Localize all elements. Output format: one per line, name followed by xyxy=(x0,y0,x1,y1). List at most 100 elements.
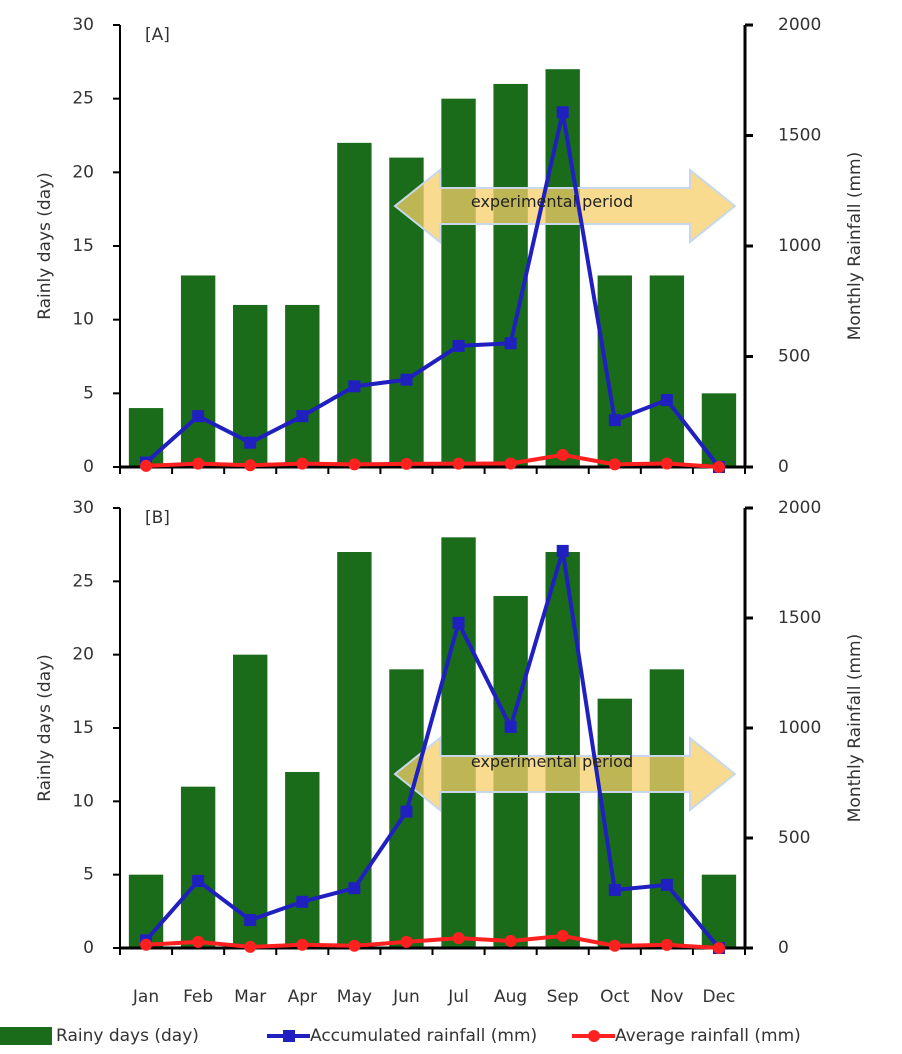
bar xyxy=(285,772,320,948)
marker xyxy=(140,459,153,472)
marker xyxy=(452,457,465,470)
bar xyxy=(441,537,476,948)
bar xyxy=(337,142,372,467)
bar xyxy=(545,69,580,467)
marker xyxy=(556,106,569,119)
bar xyxy=(441,98,476,468)
marker xyxy=(660,457,673,470)
marker xyxy=(504,337,517,350)
y-tick-label: 25 xyxy=(72,89,94,109)
marker xyxy=(244,914,257,927)
marker xyxy=(400,935,413,948)
legend-label: Accumulated rainfall (mm) xyxy=(310,1026,537,1046)
marker xyxy=(556,544,569,557)
marker xyxy=(244,459,257,472)
y2-tick-label: 0 xyxy=(778,457,789,477)
arrow xyxy=(393,167,737,245)
x-tick-label: Dec xyxy=(703,987,736,1007)
y2-tick-label: 500 xyxy=(778,828,810,848)
marker xyxy=(452,932,465,945)
annotation: experimental period xyxy=(470,192,634,211)
x-tick-label: Jul xyxy=(447,987,469,1007)
y-tick-label: 5 xyxy=(83,383,94,403)
marker xyxy=(608,458,621,471)
marker xyxy=(712,942,725,954)
line xyxy=(144,111,721,469)
marker xyxy=(608,414,621,427)
x-tick-label: Sep xyxy=(547,987,579,1007)
y2-tick-label: 1000 xyxy=(778,718,821,738)
y-tick-label: 15 xyxy=(72,718,94,738)
marker xyxy=(452,339,465,352)
x-tick-label: Jan xyxy=(132,987,159,1007)
panel-title: [B] xyxy=(145,508,170,528)
marker xyxy=(400,457,413,470)
y2-tick-label: 1500 xyxy=(778,126,821,146)
marker xyxy=(452,616,465,629)
marker xyxy=(192,410,205,423)
panel-title: [A] xyxy=(145,25,170,45)
marker xyxy=(348,882,361,895)
x-tick-label: Mar xyxy=(234,987,266,1007)
bar xyxy=(701,393,737,467)
y-axis-label: Rainly days (day) xyxy=(35,654,55,802)
marker xyxy=(556,929,569,942)
marker xyxy=(660,394,673,407)
bar xyxy=(180,275,216,467)
marker xyxy=(504,457,517,470)
x-tick-label: Feb xyxy=(183,987,213,1007)
marker xyxy=(348,458,361,471)
x-tick-label: Apr xyxy=(288,987,317,1007)
marker xyxy=(244,436,257,449)
bar xyxy=(337,552,372,948)
arrow xyxy=(393,735,737,813)
x-tick-label: Aug xyxy=(494,987,527,1007)
y2-tick-label: 2000 xyxy=(778,498,821,518)
marker xyxy=(348,380,361,393)
y-tick-label: 25 xyxy=(72,571,94,591)
annotation: experimental period xyxy=(470,752,634,771)
y2-tick-label: 1500 xyxy=(778,608,821,628)
legend-label: Rainy days (day) xyxy=(56,1026,199,1046)
y2-axis-label: Monthly Rainfall (mm) xyxy=(845,152,865,340)
marker xyxy=(296,895,309,908)
y-tick-label: 20 xyxy=(72,645,94,665)
y-tick-label: 20 xyxy=(72,162,94,182)
y-tick-label: 5 xyxy=(83,865,94,885)
bar xyxy=(597,275,632,467)
marker xyxy=(296,938,309,951)
marker xyxy=(556,448,569,461)
marker xyxy=(400,805,413,818)
marker xyxy=(192,457,205,470)
marker xyxy=(660,878,673,891)
bar xyxy=(285,304,320,467)
marker xyxy=(660,938,673,951)
y-tick-label: 30 xyxy=(72,15,94,35)
legend-swatch xyxy=(0,1027,52,1045)
line xyxy=(145,452,720,469)
y2-tick-label: 0 xyxy=(778,938,789,958)
bar xyxy=(649,275,685,467)
line xyxy=(144,550,721,950)
marker xyxy=(712,461,725,473)
y-tick-label: 10 xyxy=(72,791,94,811)
y2-axis-label: Monthly Rainfall (mm) xyxy=(845,634,865,822)
y-tick-label: 10 xyxy=(72,310,94,330)
marker xyxy=(608,883,621,896)
marker xyxy=(608,939,621,952)
marker xyxy=(192,935,205,948)
y-tick-label: 30 xyxy=(72,498,94,518)
marker xyxy=(192,874,205,887)
marker xyxy=(400,373,413,386)
y-tick-label: 15 xyxy=(72,236,94,256)
legend-marker xyxy=(283,1030,295,1042)
y2-tick-label: 500 xyxy=(778,347,810,367)
x-tick-label: Nov xyxy=(650,987,683,1007)
marker xyxy=(244,940,257,953)
y2-tick-label: 2000 xyxy=(778,15,821,35)
marker xyxy=(296,410,309,423)
marker xyxy=(504,720,517,733)
line xyxy=(145,933,720,950)
marker xyxy=(504,934,517,947)
